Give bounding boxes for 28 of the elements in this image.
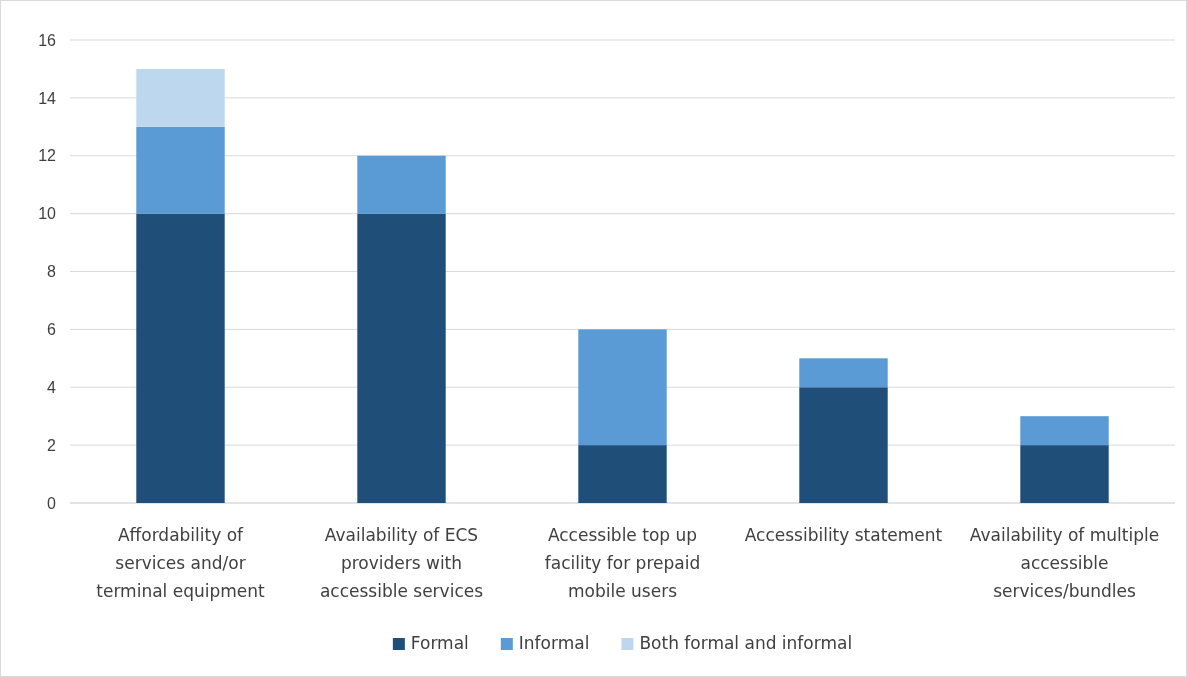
x-tick-label: Availability of ECS providers with accessible services [319,525,484,601]
bar [578,445,667,503]
bar [799,387,888,503]
y-tick-label: 16 [38,31,57,49]
x-tick-label: Accessible top up facility for prepaid mobile users [544,525,701,601]
y-tick-label: 10 [38,205,57,223]
y-tick-label: 14 [38,89,57,107]
legend-label: Both formal and informal [639,633,853,653]
y-tick-label: 0 [47,494,57,512]
bar [136,126,225,214]
bar [136,68,225,127]
legend-label: Formal [410,633,469,653]
bar [578,329,667,446]
legend-label: Informal [518,633,590,653]
y-tick-label: 2 [47,436,57,454]
y-tick-label: 8 [47,263,57,281]
bar [799,358,888,388]
bar [1020,445,1109,503]
x-tick-label: Availability of multiple accessible services/bundles [969,525,1160,601]
y-tick-label: 12 [38,147,57,165]
y-tick-label: 4 [47,378,57,396]
bar [357,213,446,503]
x-tick-label: Accessibility statement [744,525,943,545]
y-tick-label: 6 [47,320,57,338]
x-tick-label: Affordability of services and/or terminal equipment [96,525,266,601]
bar [1020,416,1109,446]
bar [136,213,225,503]
bar [357,155,446,214]
